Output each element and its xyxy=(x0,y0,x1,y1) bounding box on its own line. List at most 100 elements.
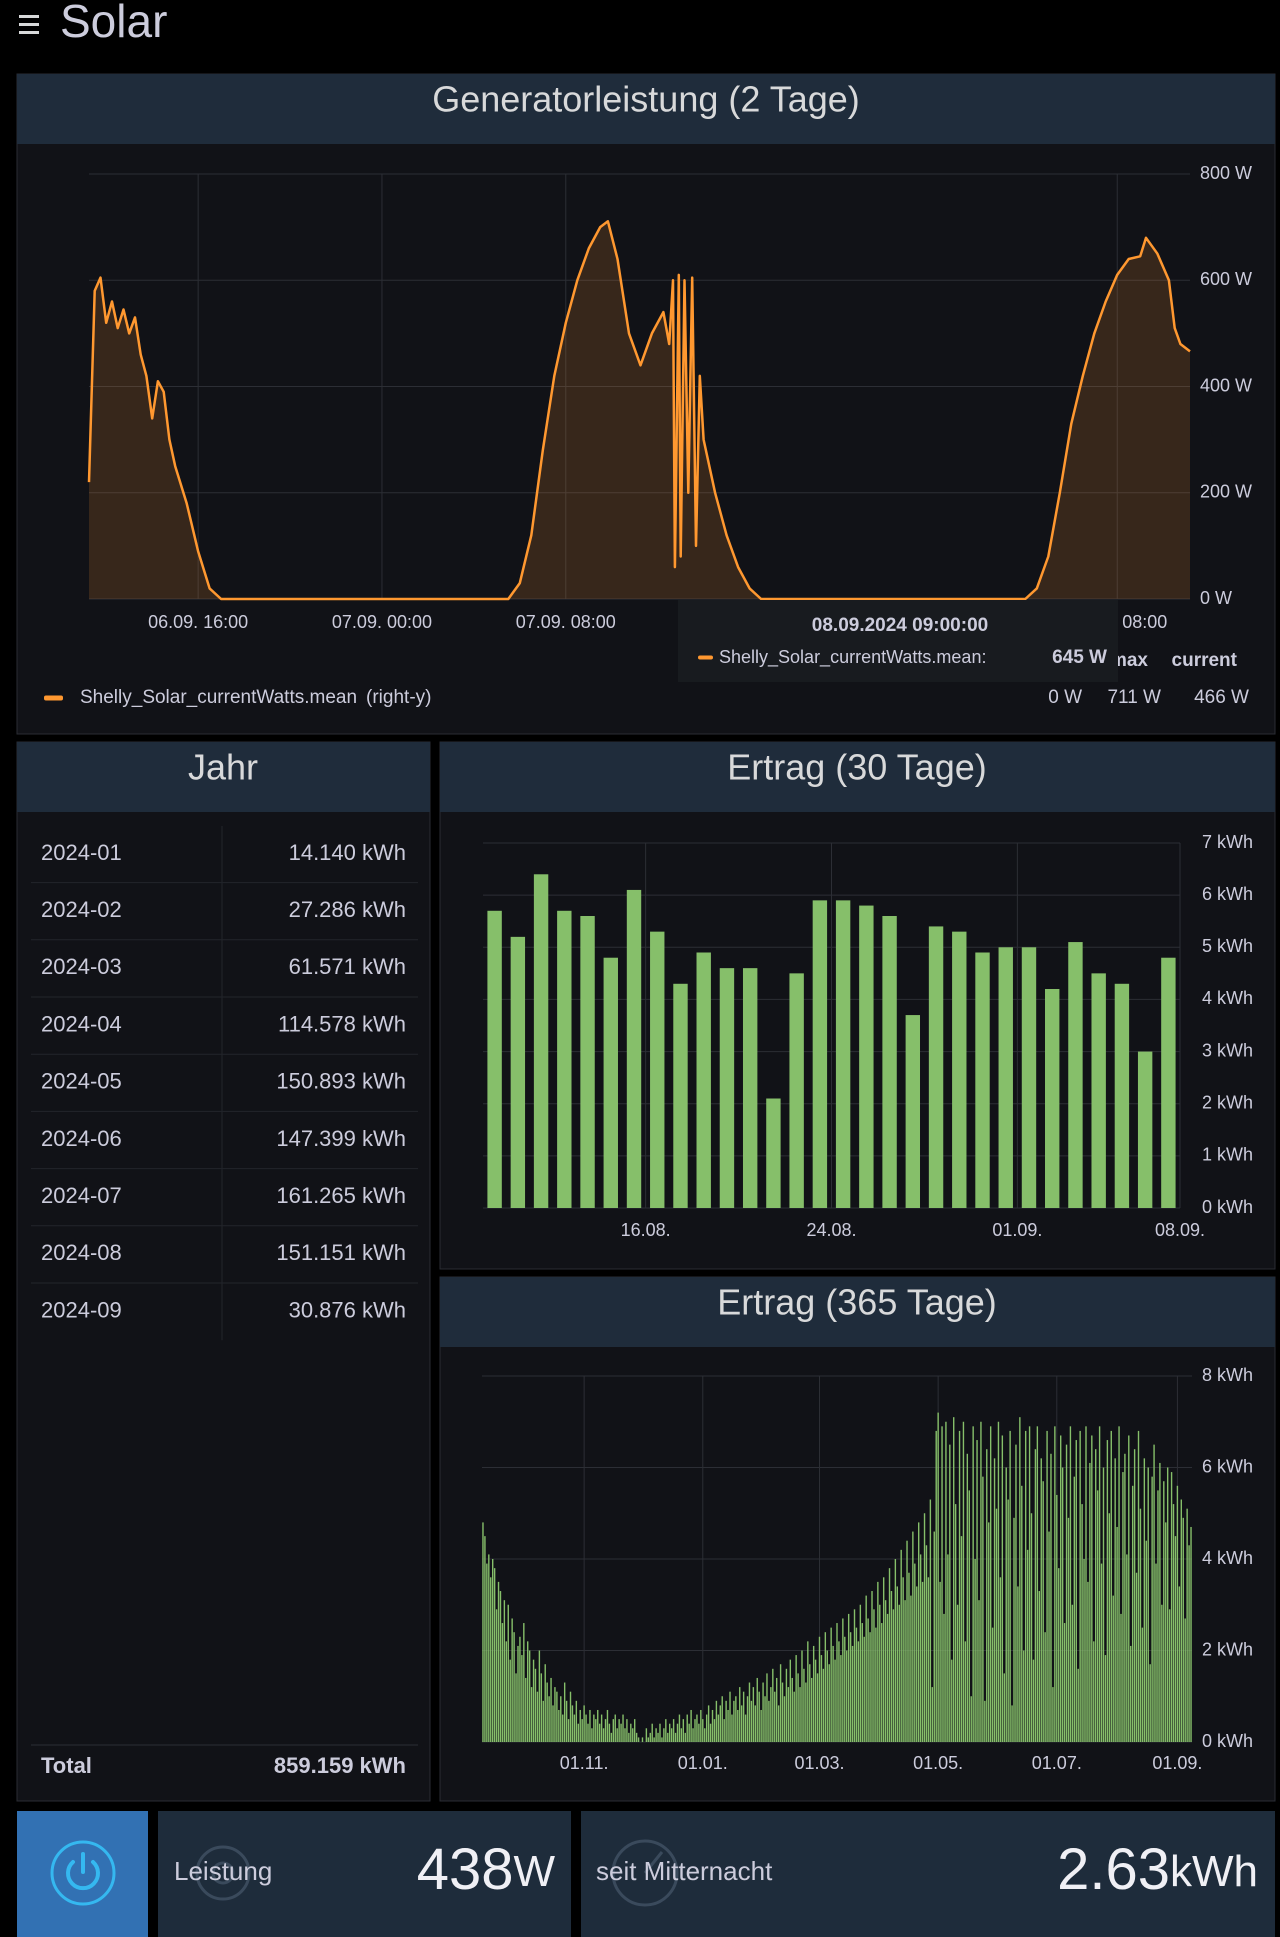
bar xyxy=(515,1673,517,1742)
bar xyxy=(487,910,502,1208)
bar xyxy=(536,1691,539,1742)
bar xyxy=(678,1714,681,1742)
bar xyxy=(1091,973,1106,1208)
bar xyxy=(688,1723,690,1742)
table-cell: 2024-07 xyxy=(41,1183,122,1208)
bar xyxy=(733,1700,735,1742)
bar xyxy=(1139,1508,1142,1742)
power-arc xyxy=(66,1860,100,1891)
y-tick-label: 2 kWh xyxy=(1202,1092,1253,1112)
bar xyxy=(999,1577,1002,1742)
stat-unit: kWh xyxy=(1170,1847,1258,1896)
bar xyxy=(1106,1440,1109,1742)
bar xyxy=(799,1687,801,1742)
y-tick-label: 400 W xyxy=(1200,375,1252,395)
bar xyxy=(1118,1426,1120,1742)
stat-number: 438 xyxy=(417,1837,514,1902)
bar xyxy=(1102,1467,1105,1742)
bar xyxy=(497,1581,500,1742)
bar xyxy=(896,1586,898,1742)
bar xyxy=(1184,1618,1186,1742)
bar xyxy=(510,936,526,1208)
bar xyxy=(569,1691,572,1742)
y-tick-label: 600 W xyxy=(1200,269,1252,289)
bar xyxy=(556,1691,558,1742)
bar xyxy=(593,1714,595,1742)
bar xyxy=(949,1444,951,1742)
bar xyxy=(777,1705,780,1742)
bar xyxy=(991,1627,994,1742)
bar xyxy=(1176,1485,1179,1742)
bar xyxy=(1089,1462,1091,1742)
bar xyxy=(882,1577,885,1742)
bar xyxy=(978,1600,980,1742)
bar xyxy=(976,1440,978,1742)
x-tick-label: 01.09. xyxy=(1152,1753,1202,1773)
stat-value: 438W xyxy=(417,1837,556,1902)
bar xyxy=(1048,1531,1050,1742)
bar xyxy=(735,1696,737,1742)
bar xyxy=(700,1709,702,1742)
bar xyxy=(707,1705,710,1742)
gear-ring xyxy=(195,1845,251,1901)
bar xyxy=(752,1687,755,1742)
bar xyxy=(1085,1426,1087,1742)
bar xyxy=(598,1723,601,1742)
bar xyxy=(1069,1426,1072,1742)
panel-title: Ertrag (365 Tage) xyxy=(717,1282,997,1323)
x-tick-label: 08.09. xyxy=(1155,1220,1205,1240)
bar xyxy=(1001,1435,1004,1742)
bar xyxy=(1168,1609,1171,1742)
bar xyxy=(881,1623,883,1742)
bar xyxy=(567,1719,570,1742)
bar xyxy=(905,1015,921,1208)
bar xyxy=(721,1696,723,1742)
bar xyxy=(855,1627,858,1742)
y-tick-label: 7 kWh xyxy=(1202,832,1253,852)
bar xyxy=(565,1700,568,1742)
x-tick-label: 16.08. xyxy=(621,1220,671,1240)
bar xyxy=(1161,1604,1163,1742)
bar xyxy=(906,1540,908,1742)
bar xyxy=(604,1719,607,1742)
bar xyxy=(945,1421,947,1742)
bar xyxy=(560,1696,562,1742)
stat-number: 2.63 xyxy=(1057,1837,1170,1902)
bar xyxy=(847,1613,850,1742)
bar xyxy=(581,1719,583,1742)
bar xyxy=(1174,1536,1177,1742)
bar xyxy=(608,1723,611,1742)
bar xyxy=(600,1714,603,1742)
bar xyxy=(835,900,851,1208)
tooltip-value: 645 W xyxy=(1052,647,1107,668)
bar xyxy=(507,1604,509,1742)
bar xyxy=(554,1687,556,1742)
bar xyxy=(857,1641,860,1742)
bar xyxy=(1038,1591,1040,1742)
bar xyxy=(575,1700,578,1742)
bar xyxy=(1017,1586,1019,1742)
bar xyxy=(694,1719,696,1742)
legend-value: 0 W xyxy=(1048,687,1082,708)
bar xyxy=(1163,1481,1165,1742)
bar xyxy=(503,1600,506,1742)
bar xyxy=(812,900,828,1208)
bar xyxy=(1054,1426,1056,1742)
bar xyxy=(1077,1668,1079,1742)
bar xyxy=(1186,1508,1188,1742)
bar xyxy=(998,947,1013,1208)
power-button-panel[interactable] xyxy=(17,1811,148,1937)
bar xyxy=(795,1655,797,1742)
tooltip-swatch xyxy=(698,655,713,660)
bar xyxy=(846,1650,848,1742)
bar xyxy=(1034,1449,1037,1742)
page-title: Solar xyxy=(60,0,167,47)
bar xyxy=(616,1728,618,1742)
bar xyxy=(1166,1467,1169,1742)
panel xyxy=(16,741,431,1802)
bar xyxy=(830,1627,832,1742)
menu-icon[interactable] xyxy=(19,15,39,34)
bar xyxy=(838,1641,840,1742)
bar xyxy=(719,1705,721,1742)
bar xyxy=(1079,1430,1081,1742)
